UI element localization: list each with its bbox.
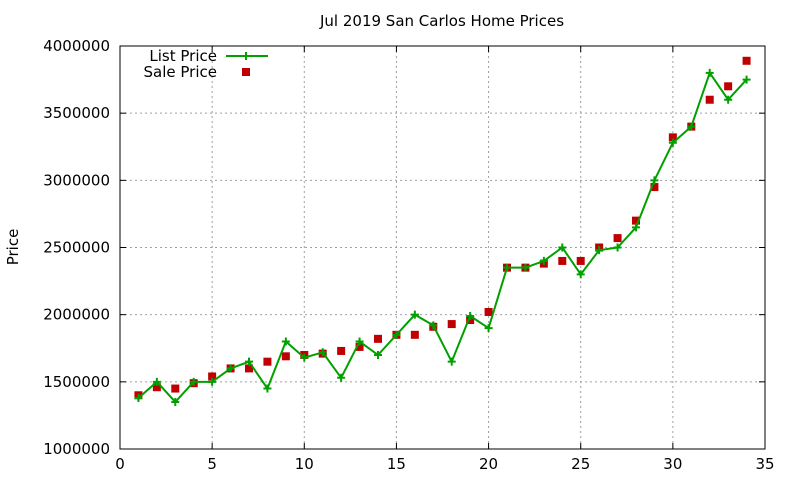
sale-price-point — [410, 330, 419, 339]
list-price-point — [263, 384, 272, 393]
y-tick-label: 1000000 — [43, 440, 110, 458]
list-price-point — [668, 138, 677, 147]
sale-price-point — [650, 183, 659, 192]
y-tick-label: 1500000 — [43, 373, 110, 391]
legend-marker-list-price — [242, 52, 250, 60]
sale-price-point — [484, 307, 493, 316]
legend-marker-sale-price — [242, 68, 250, 76]
sale-price-point — [281, 352, 290, 361]
sale-price-point — [724, 82, 733, 91]
sale-price-point — [576, 256, 585, 265]
sale-price-point — [466, 316, 475, 325]
x-tick-label: 10 — [295, 455, 314, 473]
series-layer — [134, 56, 751, 406]
sale-price-point — [337, 346, 346, 355]
sale-price-point — [152, 383, 161, 392]
sale-price-point — [613, 234, 622, 243]
list-price-line — [137, 71, 748, 403]
y-tick-label: 2500000 — [43, 239, 110, 257]
y-axis-title: Price — [4, 229, 22, 266]
tick-marks — [119, 45, 766, 450]
list-price-point — [705, 68, 714, 77]
y-tick-label: 2000000 — [43, 306, 110, 324]
x-tick-label: 35 — [755, 455, 774, 473]
list-price-point — [337, 373, 346, 382]
sale-price-point — [558, 256, 567, 265]
legend-label-list-price: List Price — [149, 47, 217, 65]
legend-label-sale-price: Sale Price — [144, 63, 217, 81]
list-price-point — [189, 377, 198, 386]
list-price-point — [171, 397, 180, 406]
gridlines — [120, 46, 765, 449]
list-price-point — [318, 348, 327, 357]
list-price-point — [466, 312, 475, 321]
sale-price-point — [668, 133, 677, 142]
x-tick-label: 25 — [571, 455, 590, 473]
y-tick-label: 3000000 — [43, 171, 110, 189]
sale-price-point — [355, 342, 364, 351]
list-price-point — [503, 263, 511, 272]
list-price-point — [410, 310, 419, 319]
sale-price-point — [742, 56, 751, 65]
list-price-point — [392, 330, 401, 339]
list-price-point — [300, 353, 309, 362]
list-price-point — [484, 324, 493, 333]
list-price-point — [558, 243, 567, 252]
sale-price-point — [705, 95, 714, 104]
chart-title: Jul 2019 San Carlos Home Prices — [319, 12, 564, 30]
y-tick-label: 3500000 — [43, 104, 110, 122]
list-price-point — [281, 337, 290, 346]
list-price-point — [134, 393, 143, 402]
list-price-point — [595, 246, 604, 255]
list-price-point — [374, 350, 382, 359]
list-price-point — [447, 357, 456, 366]
sale-price-point — [245, 364, 253, 373]
list-price-point — [521, 263, 530, 272]
list-price-point — [152, 377, 161, 386]
x-tick-labels: 0 5 10 15 20 25 30 35 — [115, 455, 774, 473]
list-price-point — [576, 270, 585, 279]
sale-price-point — [208, 372, 217, 381]
list-price-point — [355, 337, 364, 346]
sale-price-point — [263, 357, 272, 366]
list-price-point — [245, 357, 253, 366]
list-price-point — [226, 364, 235, 373]
list-price-point — [208, 377, 217, 386]
sale-price-point — [374, 334, 382, 343]
list-price-point — [650, 176, 659, 185]
list-price-point — [632, 223, 640, 232]
x-tick-label: 0 — [115, 455, 125, 473]
x-tick-label: 30 — [663, 455, 682, 473]
x-tick-label: 5 — [207, 455, 217, 473]
list-price-point — [613, 243, 622, 252]
list-price-point — [539, 256, 548, 265]
x-tick-label: 20 — [479, 455, 498, 473]
list-price-point — [429, 321, 438, 330]
y-tick-label: 4000000 — [43, 37, 110, 55]
x-tick-label: 15 — [387, 455, 406, 473]
sale-price-point — [632, 216, 640, 225]
list-price-point — [687, 122, 696, 131]
legend: List Price Sale Price — [144, 47, 268, 81]
list-price-point — [742, 75, 751, 84]
sale-price-point — [171, 384, 180, 393]
sale-price-point — [447, 320, 456, 329]
list-price-point — [724, 95, 733, 104]
y-tick-labels: 1000000 1500000 2000000 2500000 3000000 35000… — [43, 37, 110, 458]
